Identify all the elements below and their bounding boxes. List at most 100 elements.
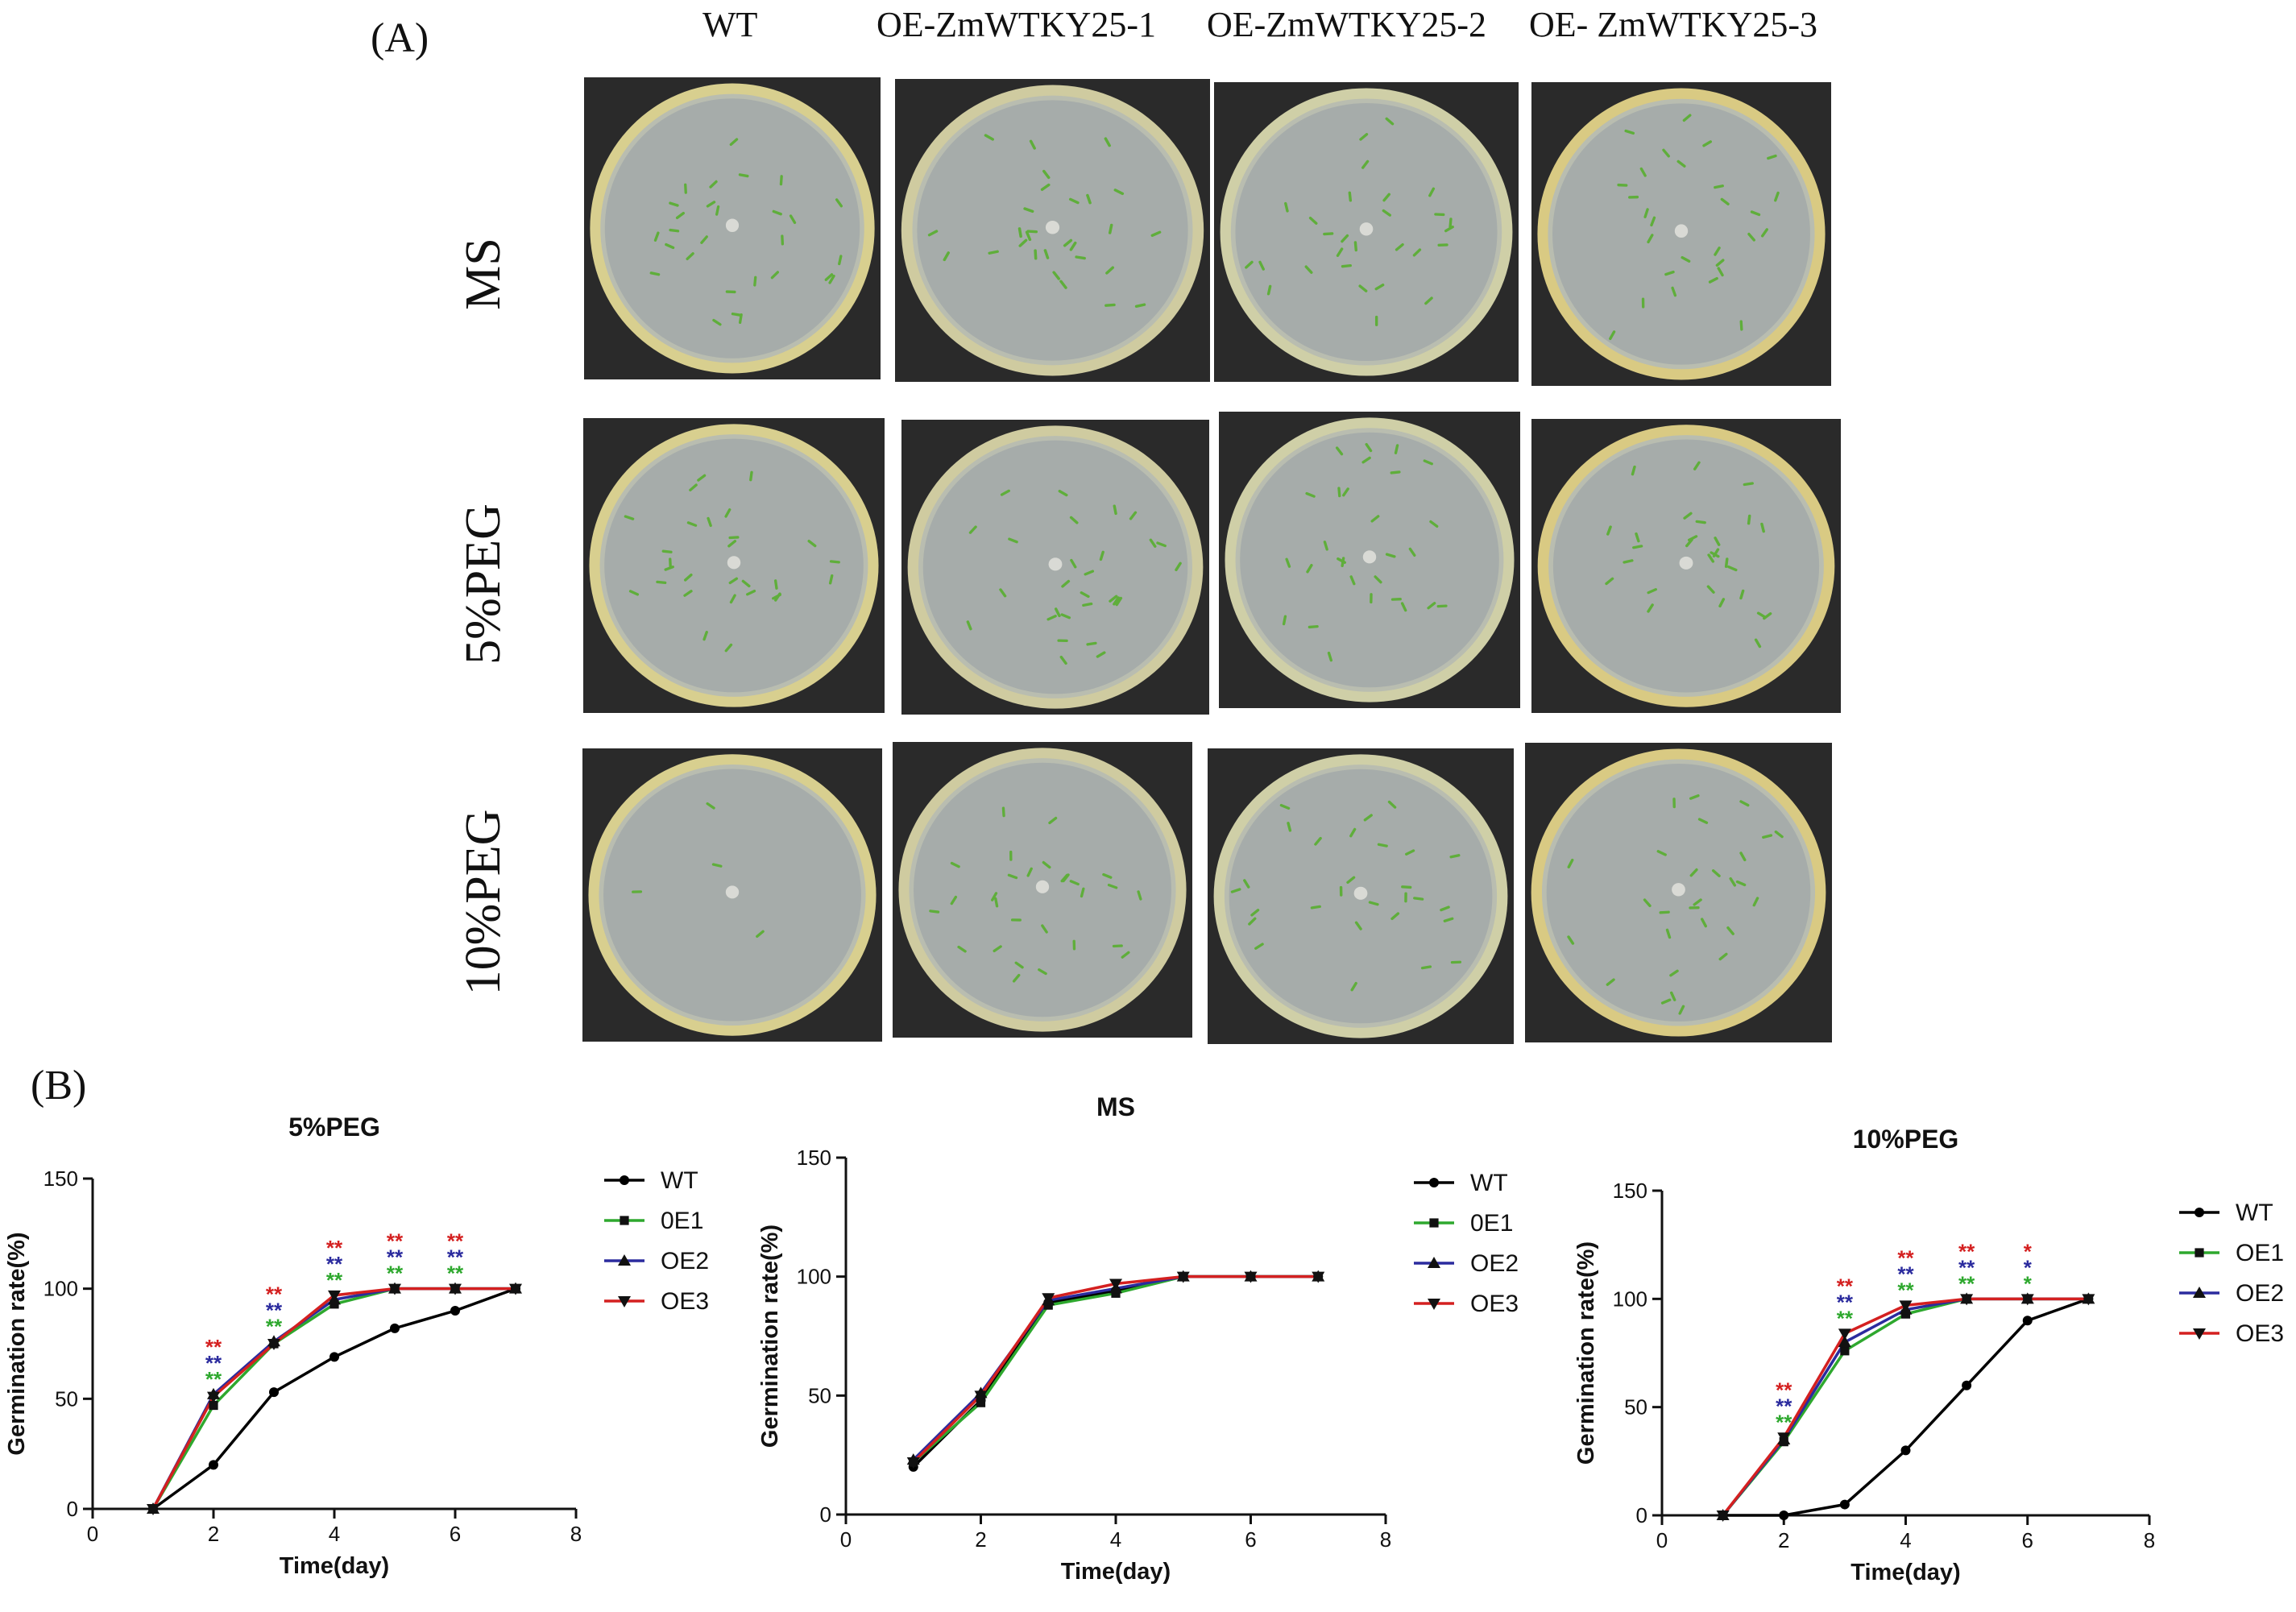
petri-dish-photo <box>1525 743 1832 1042</box>
legend-label: 0E1 <box>1470 1210 1513 1237</box>
legend-label: OE1 <box>2236 1240 2284 1266</box>
significance-mark: ** <box>1776 1394 1792 1418</box>
x-axis-title: Time(day) <box>1850 1560 1960 1585</box>
data-point <box>1312 1271 1325 1283</box>
significance-mark: ** <box>387 1262 404 1286</box>
x-tick-label: 2 <box>975 1527 986 1552</box>
data-point <box>1839 1499 1850 1510</box>
significance-mark: ** <box>205 1335 222 1359</box>
panel-b-label: (B) <box>31 1063 87 1109</box>
significance-mark: ** <box>1897 1262 1914 1286</box>
data-point <box>2082 1294 2095 1306</box>
data-point <box>2194 1208 2204 1217</box>
data-point <box>390 1323 400 1333</box>
significance-mark: ** <box>1837 1274 1854 1298</box>
y-tick-label: 100 <box>44 1277 78 1301</box>
data-point <box>620 1175 629 1185</box>
significance-mark: ** <box>326 1268 343 1292</box>
series-line <box>912 1274 1319 1464</box>
x-tick-label: 8 <box>1380 1527 1391 1552</box>
legend-label: WT <box>1470 1170 1508 1196</box>
x-tick-label: 6 <box>1245 1527 1256 1552</box>
column-label-oe1: OE-ZmWTKY25-1 <box>877 5 1157 44</box>
data-point <box>1838 1328 1851 1341</box>
data-point <box>328 1290 341 1302</box>
data-point <box>1962 1380 1972 1390</box>
x-tick-label: 4 <box>1110 1527 1121 1552</box>
data-point <box>2193 1287 2206 1298</box>
significance-mark: ** <box>326 1252 343 1276</box>
series-line <box>912 1274 1319 1469</box>
x-tick-label: 4 <box>329 1522 340 1546</box>
significance-mark: ** <box>447 1245 464 1270</box>
petri-dish-photo <box>583 418 885 713</box>
x-tick-label: 0 <box>840 1527 852 1552</box>
data-point <box>1899 1300 1913 1312</box>
data-point <box>388 1283 401 1295</box>
legend-label: OE2 <box>661 1248 709 1274</box>
significance-mark: ** <box>1897 1278 1914 1302</box>
significance-mark: ** <box>1958 1271 1975 1295</box>
legend-label: 0E1 <box>661 1208 703 1234</box>
x-tick-label: 0 <box>1656 1528 1668 1552</box>
y-tick-label: 100 <box>797 1265 831 1289</box>
data-point <box>1428 1257 1440 1268</box>
legend-label: OE2 <box>1470 1250 1519 1277</box>
y-tick-label: 100 <box>1613 1287 1647 1311</box>
x-axis-title: Time(day) <box>280 1553 389 1579</box>
data-point <box>207 1391 220 1403</box>
x-tick-label: 4 <box>1900 1528 1911 1552</box>
petri-dish-photo <box>1531 82 1831 386</box>
row-label-ms: MS <box>456 238 511 310</box>
y-tick-label: 0 <box>67 1497 78 1521</box>
y-axis-title: Germination rate(%) <box>757 1225 783 1448</box>
data-point <box>1176 1271 1190 1283</box>
significance-mark: ** <box>1958 1239 1975 1263</box>
x-tick-label: 2 <box>1778 1528 1789 1552</box>
line-chart: 10%PEG 0 50 100 150 0 2 4 6 8 Time(day) Germination… <box>1573 1125 2284 1585</box>
data-point <box>1428 1299 1440 1310</box>
legend-label: OE3 <box>661 1288 709 1315</box>
petri-dish-photo <box>1208 748 1514 1044</box>
significance-mark: ** <box>387 1245 404 1270</box>
significance-mark: ** <box>1897 1245 1914 1270</box>
y-tick-label: 150 <box>1613 1179 1647 1203</box>
data-point <box>1838 1336 1851 1348</box>
significance-mark: ** <box>266 1282 283 1306</box>
y-axis-title: Germination rate(%) <box>4 1232 30 1455</box>
y-tick-label: 50 <box>1624 1395 1647 1419</box>
data-point <box>618 1254 631 1266</box>
legend-label: OE3 <box>2236 1320 2284 1347</box>
significance-mark: ** <box>1776 1410 1792 1434</box>
data-point <box>2193 1328 2206 1340</box>
y-tick-label: 150 <box>44 1167 78 1191</box>
petri-dish-photo <box>1219 412 1520 708</box>
x-tick-label: 2 <box>208 1522 219 1546</box>
line-chart: 5%PEG 0 50 100 150 0 2 4 6 8 Time(day) Germination … <box>4 1113 709 1579</box>
petri-dish-photo <box>1531 419 1841 713</box>
y-tick-label: 150 <box>797 1146 831 1170</box>
x-tick-label: 0 <box>87 1522 98 1546</box>
chart-title: 5%PEG <box>288 1113 380 1142</box>
data-point <box>618 1296 631 1307</box>
data-point <box>1042 1293 1055 1305</box>
data-point <box>1716 1510 1730 1522</box>
row-label-5peg: 5%PEG <box>456 503 511 665</box>
data-point <box>209 1460 218 1470</box>
data-point <box>329 1352 339 1362</box>
data-point <box>509 1283 522 1295</box>
data-point <box>1429 1218 1439 1228</box>
significance-mark: ** <box>266 1314 283 1338</box>
data-point <box>1429 1178 1439 1187</box>
data-point <box>2022 1316 2033 1326</box>
chart-title: 10%PEG <box>1853 1125 1959 1154</box>
y-tick-label: 50 <box>55 1386 78 1411</box>
series-line <box>912 1274 1319 1464</box>
data-point <box>267 1339 280 1350</box>
significance-mark: * <box>2024 1239 2033 1263</box>
chart-title: MS <box>1096 1092 1135 1121</box>
significance-mark: ** <box>1958 1255 1975 1279</box>
legend-label: OE2 <box>2236 1280 2284 1307</box>
x-axis-title: Time(day) <box>1061 1559 1171 1585</box>
significance-mark: ** <box>1776 1378 1792 1402</box>
